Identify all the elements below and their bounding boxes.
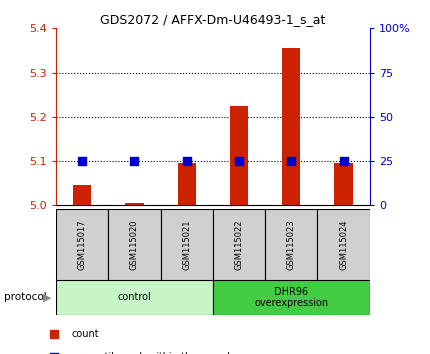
Point: [79, 158, 86, 164]
Bar: [265, 209, 317, 280]
Point: [51, 331, 58, 336]
Text: percentile rank within the sample: percentile rank within the sample: [71, 352, 236, 354]
Text: GSM115024: GSM115024: [339, 219, 348, 269]
Text: ▶: ▶: [43, 292, 52, 302]
Bar: [335, 163, 353, 205]
Text: DHR96
overexpression: DHR96 overexpression: [254, 286, 329, 308]
Point: [236, 158, 243, 164]
Bar: [108, 209, 160, 280]
Text: control: control: [117, 292, 151, 302]
Point: [131, 158, 138, 164]
Text: GSM115020: GSM115020: [130, 219, 139, 269]
Bar: [317, 209, 370, 280]
Bar: [213, 209, 265, 280]
Bar: [178, 163, 196, 205]
Bar: [160, 209, 213, 280]
Bar: [213, 280, 370, 315]
Text: GSM115023: GSM115023: [287, 219, 296, 270]
Bar: [125, 203, 144, 205]
Point: [288, 158, 295, 164]
Bar: [282, 48, 301, 205]
Bar: [73, 185, 91, 205]
Point: [340, 158, 347, 164]
Text: GSM115017: GSM115017: [77, 219, 86, 270]
Text: GSM115021: GSM115021: [182, 219, 191, 269]
Bar: [56, 280, 213, 315]
Bar: [56, 209, 108, 280]
Text: count: count: [71, 329, 99, 339]
Title: GDS2072 / AFFX-Dm-U46493-1_s_at: GDS2072 / AFFX-Dm-U46493-1_s_at: [100, 13, 326, 26]
Text: GSM115022: GSM115022: [234, 219, 243, 269]
Point: [183, 158, 190, 164]
Bar: [230, 106, 248, 205]
Text: protocol: protocol: [4, 292, 47, 302]
